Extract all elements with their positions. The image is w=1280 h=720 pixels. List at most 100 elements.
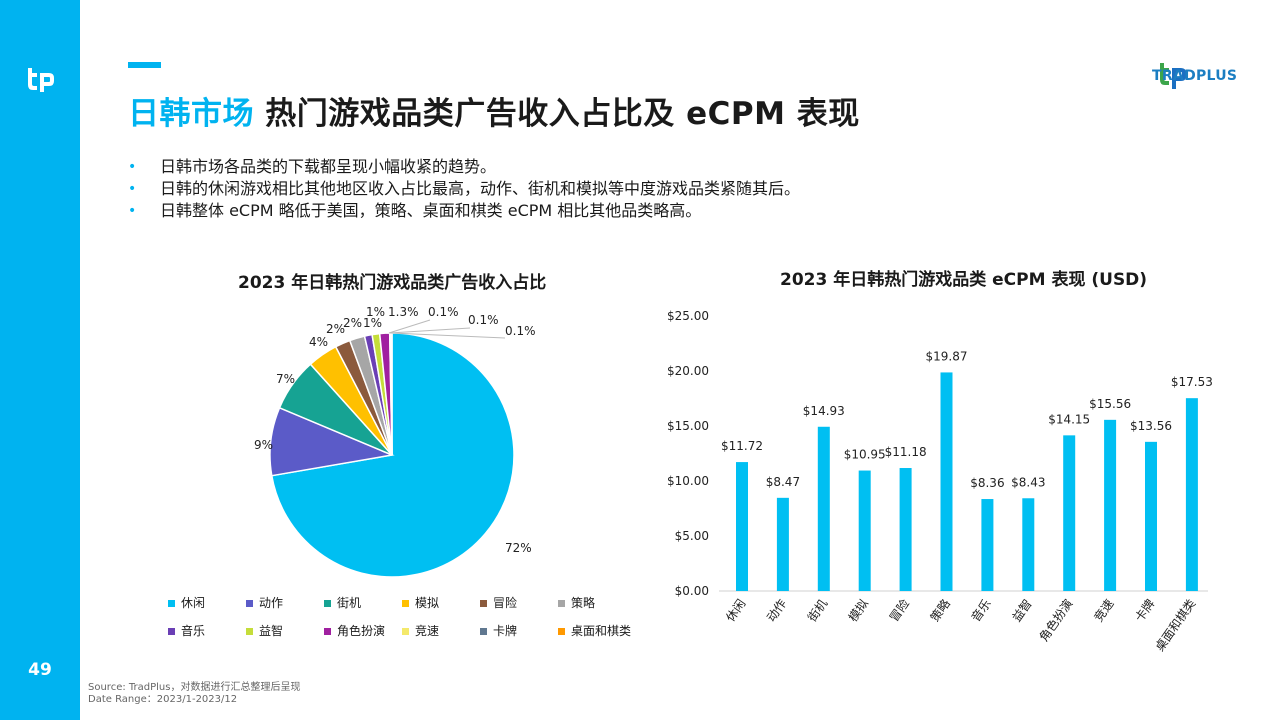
legend-item: 策略 <box>558 594 595 611</box>
pie-data-label: 0.1% <box>468 313 499 327</box>
pie-slice <box>390 332 393 456</box>
y-tick-label: $20.00 <box>667 364 709 378</box>
page-title: 日韩市场 热门游戏品类广告收入占比及 eCPM 表现 <box>128 88 860 133</box>
legend-item: 动作 <box>246 594 283 611</box>
pie-data-label: 1.3% <box>388 305 419 319</box>
legend-item: 桌面和棋类 <box>558 622 631 639</box>
bar <box>1063 435 1076 591</box>
bar-chart-title: 2023 年日韩热门游戏品类 eCPM 表现 (USD) <box>780 270 1148 290</box>
legend-item: 音乐 <box>168 622 205 639</box>
legend-item: 冒险 <box>480 594 517 611</box>
legend-label: 休闲 <box>181 596 206 610</box>
legend-label: 街机 <box>337 596 362 610</box>
legend-item: 卡牌 <box>480 622 517 639</box>
y-tick-label: $0.00 <box>675 584 709 598</box>
x-tick-label: 策略 <box>927 596 953 624</box>
x-tick-label: 冒险 <box>886 596 912 624</box>
bar-value-label: $15.56 <box>1089 397 1131 411</box>
legend-swatch <box>246 628 253 635</box>
x-tick-label: 卡牌 <box>1132 597 1157 625</box>
bar <box>899 468 912 591</box>
y-tick-label: $10.00 <box>667 474 709 488</box>
bar <box>817 426 830 591</box>
legend-swatch <box>324 628 331 635</box>
legend-label: 策略 <box>571 596 596 610</box>
bar-value-label: $17.53 <box>1171 375 1213 389</box>
legend-label: 益智 <box>259 624 284 638</box>
bar <box>1145 441 1157 591</box>
page-number: 49 <box>28 660 52 680</box>
legend-swatch <box>558 600 565 607</box>
bar <box>1104 419 1117 591</box>
legend-swatch <box>168 628 175 635</box>
x-tick-label: 动作 <box>764 597 789 625</box>
pie-data-label: 0.1% <box>428 305 459 319</box>
legend-label: 模拟 <box>415 596 440 610</box>
legend-swatch <box>324 600 331 607</box>
brand-logo-icon <box>1160 63 1186 89</box>
legend-label: 角色扮演 <box>337 624 386 638</box>
bullet-item: 日韩市场各品类的下载都呈现小幅收紧的趋势。 <box>126 156 800 178</box>
bar-value-label: $8.47 <box>766 475 800 489</box>
pie-data-label: 2% <box>326 322 345 336</box>
y-tick-label: $25.00 <box>667 309 709 323</box>
bar <box>858 470 871 591</box>
bar-value-label: $10.95 <box>844 448 886 462</box>
tradplus-logo-icon <box>28 68 54 92</box>
pie-data-label: 9% <box>254 438 273 452</box>
bar-value-label: $11.72 <box>721 439 763 453</box>
bar-value-label: $14.15 <box>1048 412 1090 426</box>
legend-swatch <box>402 628 409 635</box>
bar <box>736 462 748 591</box>
y-tick-label: $5.00 <box>675 529 709 543</box>
pie-data-label: 2% <box>343 316 362 330</box>
x-tick-label: 休闲 <box>723 597 748 625</box>
pie-data-label: 1% <box>366 305 385 319</box>
legend-item: 模拟 <box>402 594 439 611</box>
title-rest: 热门游戏品类广告收入占比及 eCPM 表现 <box>265 96 860 132</box>
legend-label: 冒险 <box>493 596 518 610</box>
legend-item: 竞速 <box>402 622 439 639</box>
leader-line <box>388 319 431 334</box>
legend-item: 益智 <box>246 622 283 639</box>
legend-swatch <box>480 600 487 607</box>
legend-label: 竞速 <box>415 624 440 638</box>
bar-value-label: $11.18 <box>885 445 927 459</box>
x-tick-label: 模拟 <box>846 597 871 625</box>
date-range-line: Date Range：2023/1-2023/12 <box>88 694 238 705</box>
bar <box>776 497 789 591</box>
legend-item: 休闲 <box>168 594 205 611</box>
bar <box>1185 398 1198 591</box>
pie-data-label: 72% <box>505 541 532 555</box>
legend-label: 卡牌 <box>493 624 518 638</box>
bullet-item: 日韩整体 eCPM 略低于美国，策略、桌面和棋类 eCPM 相比其他品类略高。 <box>126 200 800 222</box>
leader-line <box>390 332 506 339</box>
legend-item: 角色扮演 <box>324 622 385 639</box>
x-tick-label: 街机 <box>805 597 830 625</box>
x-tick-label: 竞速 <box>1091 597 1116 625</box>
x-tick-label: 音乐 <box>968 596 994 624</box>
legend-swatch <box>402 600 409 607</box>
legend-label: 动作 <box>259 596 284 610</box>
bar <box>981 499 994 591</box>
x-tick-label: 益智 <box>1009 596 1035 624</box>
bar-value-label: $14.93 <box>803 404 845 418</box>
brand-name: TRADPLUS <box>1152 68 1238 84</box>
x-tick-label: 桌面和棋类 <box>1152 597 1198 654</box>
bullet-list: 日韩市场各品类的下载都呈现小幅收紧的趋势。 日韩的休闲游戏相比其他地区收入占比最… <box>126 156 800 222</box>
legend-swatch <box>246 600 253 607</box>
y-tick-label: $15.00 <box>667 419 709 433</box>
bar <box>1022 498 1035 591</box>
title-highlight: 日韩市场 <box>128 96 254 132</box>
bar-value-label: $19.87 <box>926 349 968 363</box>
bar-value-label: $8.36 <box>970 476 1004 490</box>
legend-swatch <box>558 628 565 635</box>
pie-data-label: 0.1% <box>505 324 536 338</box>
bar-value-label: $8.43 <box>1011 475 1045 489</box>
leader-line <box>389 327 471 334</box>
legend-swatch <box>480 628 487 635</box>
source-line: Source: TradPlus，对数据进行汇总整理后呈现 <box>88 682 301 693</box>
x-tick-label: 角色扮演 <box>1036 596 1076 644</box>
title-accent-bar <box>128 62 161 68</box>
